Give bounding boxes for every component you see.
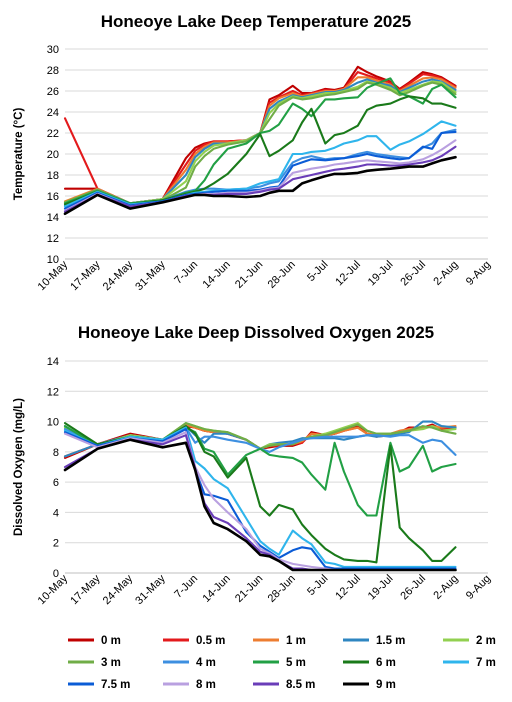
legend-label: 1 m — [286, 635, 306, 647]
series-lines — [63, 65, 457, 216]
x-tick-label: 17-May — [68, 572, 103, 607]
legend-item: 5 m — [253, 657, 306, 669]
legend-item: 3 m — [68, 657, 121, 669]
x-tick-label: 12-Jul — [333, 259, 363, 289]
legend-item: 7.5 m — [68, 679, 130, 691]
legend-label: 1.5 m — [376, 635, 405, 647]
legend-label: 3 m — [101, 657, 121, 669]
y-tick-label: 10 — [47, 254, 59, 266]
series-line-5m — [63, 77, 457, 205]
legend-label: 0.5 m — [196, 635, 225, 647]
y-tick-label: 0 — [53, 568, 59, 580]
y-tick-label: 22 — [47, 128, 59, 140]
y-axis-label: Dissolved Oxygen (mg/L) — [13, 398, 25, 536]
x-tick-label: 9-Aug — [464, 259, 493, 288]
y-tick-label: 8 — [53, 447, 59, 459]
x-tick-label: 24-May — [101, 572, 136, 607]
x-tick-label: 7-Jun — [172, 259, 200, 287]
chart-title: Honeoye Lake Deep Dissolved Oxygen 2025 — [78, 323, 434, 342]
x-tick-label: 28-Jun — [266, 259, 298, 291]
legend-item: 7 m — [443, 657, 496, 669]
x-tick-label: 31-May — [133, 572, 168, 607]
y-tick-label: 2 — [53, 538, 59, 550]
legend-label: 6 m — [376, 657, 396, 669]
legend-item: 0 m — [68, 635, 121, 647]
series-line-1-5m — [63, 78, 457, 205]
x-tick-label: 26-Jul — [398, 573, 428, 603]
series-line-6m — [63, 95, 457, 206]
series-line-9m — [63, 155, 457, 216]
x-tick-label: 7-Jun — [172, 573, 200, 601]
x-tick-label: 21-Jun — [233, 259, 265, 291]
x-tick-label: 24-May — [101, 258, 136, 293]
y-tick-label: 20 — [47, 149, 59, 161]
x-tick-label: 14-Jun — [201, 573, 233, 605]
x-tick-label: 21-Jun — [233, 573, 265, 605]
series-lines — [63, 420, 457, 572]
legend-item: 8.5 m — [253, 679, 315, 691]
gridlines — [65, 360, 488, 574]
x-tick-label: 5-Jul — [305, 259, 330, 284]
x-tick-label: 19-Jul — [366, 573, 396, 603]
legend-item: 4 m — [163, 657, 216, 669]
y-tick-label: 18 — [47, 170, 59, 182]
y-tick-label: 6 — [53, 477, 59, 489]
y-tick-label: 26 — [47, 86, 59, 98]
series-line-2m — [63, 80, 457, 205]
series-line-1m — [63, 423, 457, 458]
x-tick-label: 19-Jul — [366, 259, 396, 289]
legend-label: 4 m — [196, 657, 216, 669]
legend-label: 8 m — [196, 679, 216, 691]
x-tick-label: 12-Jul — [333, 573, 363, 603]
legend-item: 9 m — [343, 679, 396, 691]
y-tick-label: 14 — [47, 212, 59, 224]
x-tick-label: 31-May — [133, 258, 168, 293]
x-tick-label: 26-Jul — [398, 259, 428, 289]
y-tick-label: 24 — [47, 107, 59, 119]
legend-item: 2 m — [443, 635, 496, 647]
y-tick-label: 16 — [47, 191, 59, 203]
legend-label: 7 m — [476, 657, 496, 669]
y-tick-label: 28 — [47, 65, 59, 77]
y-axis-label: Temperature (°C) — [13, 108, 25, 201]
legend-label: 7.5 m — [101, 679, 130, 691]
legend-label: 8.5 m — [286, 679, 315, 691]
legend-label: 5 m — [286, 657, 306, 669]
temperature-chart: Honeoye Lake Deep Temperature 2025 10 12 14… — [13, 12, 493, 293]
y-tick-label: 14 — [47, 356, 59, 368]
legend: 0 m 0.5 m 1 m 1.5 m 2 m 3 m 4 m 5 m 6 m 7 m 7.5 m 8… — [68, 635, 496, 691]
legend-item: 0.5 m — [163, 635, 225, 647]
x-tick-label: 9-Aug — [464, 573, 493, 602]
x-tick-label: 28-Jun — [266, 573, 298, 605]
legend-item: 6 m — [343, 657, 396, 669]
legend-label: 2 m — [476, 635, 496, 647]
y-tick-label: 12 — [47, 233, 59, 245]
chart-title: Honeoye Lake Deep Temperature 2025 — [101, 12, 412, 31]
x-tick-label: 5-Jul — [305, 573, 330, 598]
legend-item: 1.5 m — [343, 635, 405, 647]
y-tick-label: 30 — [47, 44, 59, 56]
legend-label: 9 m — [376, 679, 396, 691]
series-line-9m — [63, 438, 457, 572]
x-tick-label: 14-Jun — [201, 259, 233, 291]
series-line-4m — [63, 426, 457, 456]
series-line-6m — [63, 422, 457, 564]
x-tick-label: 2-Aug — [431, 573, 460, 602]
y-tick-label: 4 — [53, 507, 59, 519]
dissolved-oxygen-chart: Honeoye Lake Deep Dissolved Oxygen 2025 0… — [13, 323, 493, 607]
x-tick-label: 17-May — [68, 258, 103, 293]
legend-item: 1 m — [253, 635, 306, 647]
legend-item: 8 m — [163, 679, 216, 691]
gridlines — [65, 48, 488, 260]
legend-label: 0 m — [101, 635, 121, 647]
series-line-7m — [63, 426, 457, 568]
y-tick-label: 10 — [47, 417, 59, 429]
x-tick-label: 2-Aug — [431, 259, 460, 288]
y-tick-label: 12 — [47, 386, 59, 398]
